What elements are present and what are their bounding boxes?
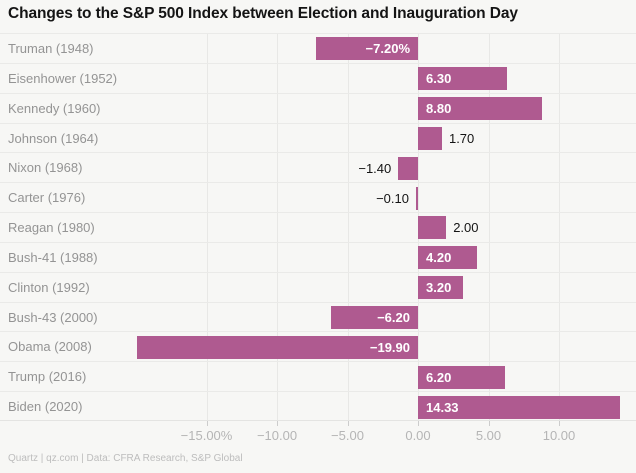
category-label: Biden (2020) — [8, 399, 83, 415]
category-label: Bush-43 (2000) — [8, 309, 98, 325]
category-label: Kennedy (1960) — [8, 100, 101, 116]
category-label: Truman (1948) — [8, 41, 94, 56]
bar-row: Bush-41 (1988) 4.20 — [0, 241, 636, 272]
gridline — [559, 33, 560, 421]
category-label: Trump (2016) — [8, 369, 87, 385]
x-axis: −15.00% −10.00 −5.00 0.00 5.00 10.00 — [0, 421, 636, 449]
category-label: Clinton (1992) — [8, 279, 90, 295]
bar-value-label: −6.20 — [377, 310, 410, 326]
bar — [330, 306, 418, 330]
footer-credit: Quartz | qz.com | Data: CFRA Research, S… — [8, 453, 243, 464]
bar-value-label: 8.80 — [426, 101, 452, 117]
bar-value-label: −1.40 — [358, 160, 392, 176]
axis-tick-label: −15.00% — [180, 428, 233, 443]
bar-row: Carter (1976) −0.10 — [0, 182, 636, 212]
axis-tick — [488, 421, 490, 426]
bar — [418, 126, 442, 150]
category-label: Bush-41 (1988) — [8, 249, 98, 265]
bar-row: Kennedy (1960) 8.80 — [0, 92, 636, 123]
bar-value-label: 14.33 — [426, 399, 459, 415]
gridline — [488, 33, 490, 421]
chart: Truman (1948) −7.20% Eisenhower (1952) 6.30… — [0, 33, 636, 421]
bar-value-label: 1.70 — [448, 130, 475, 146]
axis-tick — [347, 421, 349, 426]
bar — [316, 37, 418, 61]
bar-row: Truman (1948) −7.20% — [0, 33, 636, 63]
bar — [418, 246, 478, 270]
axis-tick-label: −10.00 — [256, 428, 298, 443]
bar-value-label: −19.90 — [369, 339, 410, 355]
bar-value-label: −0.10 — [376, 190, 409, 206]
axis-tick-label: 0.00 — [405, 428, 431, 443]
category-label: Reagan (1980) — [8, 220, 95, 236]
bar-row: Obama (2008) −19.90 — [0, 331, 636, 361]
bar-row: Trump (2016) 6.20 — [0, 361, 636, 391]
axis-tick — [559, 421, 560, 426]
gridline — [277, 33, 278, 421]
gridline — [206, 33, 208, 421]
category-label: Nixon (1968) — [8, 160, 83, 176]
category-label: Johnson (1964) — [8, 130, 99, 146]
category-label: Eisenhower (1952) — [8, 70, 118, 86]
bar-row: Bush-43 (2000) −6.20 — [0, 301, 636, 332]
bar — [137, 335, 418, 359]
plot-area: Truman (1948) −7.20% Eisenhower (1952) 6.30… — [0, 33, 636, 421]
bar — [418, 365, 506, 389]
bar-value-label: 6.20 — [426, 369, 452, 385]
bar — [418, 276, 464, 300]
bar — [418, 395, 621, 419]
bar — [418, 216, 447, 240]
bar-row: Reagan (1980) 2.00 — [0, 212, 636, 242]
category-label: Obama (2008) — [8, 339, 92, 355]
axis-tick — [206, 421, 208, 426]
page-title: Changes to the S&P 500 Index between Ele… — [8, 5, 518, 22]
bar — [398, 156, 418, 180]
bar — [416, 186, 418, 210]
bar-row: Nixon (1968) −1.40 — [0, 152, 636, 182]
bar-value-label: 4.20 — [426, 250, 452, 266]
gridline — [347, 33, 349, 421]
bar — [418, 67, 507, 91]
bar-value-label: −7.20% — [365, 41, 410, 57]
bar-row: Eisenhower (1952) 6.30 — [0, 62, 636, 93]
bar-value-label: 3.20 — [426, 280, 452, 296]
axis-tick-label: 5.00 — [475, 428, 502, 443]
axis-tick-label: 10.00 — [542, 428, 576, 443]
bar — [418, 97, 543, 121]
category-label: Carter (1976) — [8, 190, 86, 206]
bar-row: Biden (2020) 14.33 — [0, 391, 636, 421]
bar-value-label: 2.00 — [453, 220, 479, 236]
bar-value-label: 6.30 — [426, 71, 452, 87]
axis-tick — [277, 421, 278, 426]
bar-row: Johnson (1964) 1.70 — [0, 122, 636, 153]
bar-row: Clinton (1992) 3.20 — [0, 271, 636, 302]
axis-tick — [418, 421, 419, 426]
axis-tick-label: −5.00 — [331, 428, 364, 443]
